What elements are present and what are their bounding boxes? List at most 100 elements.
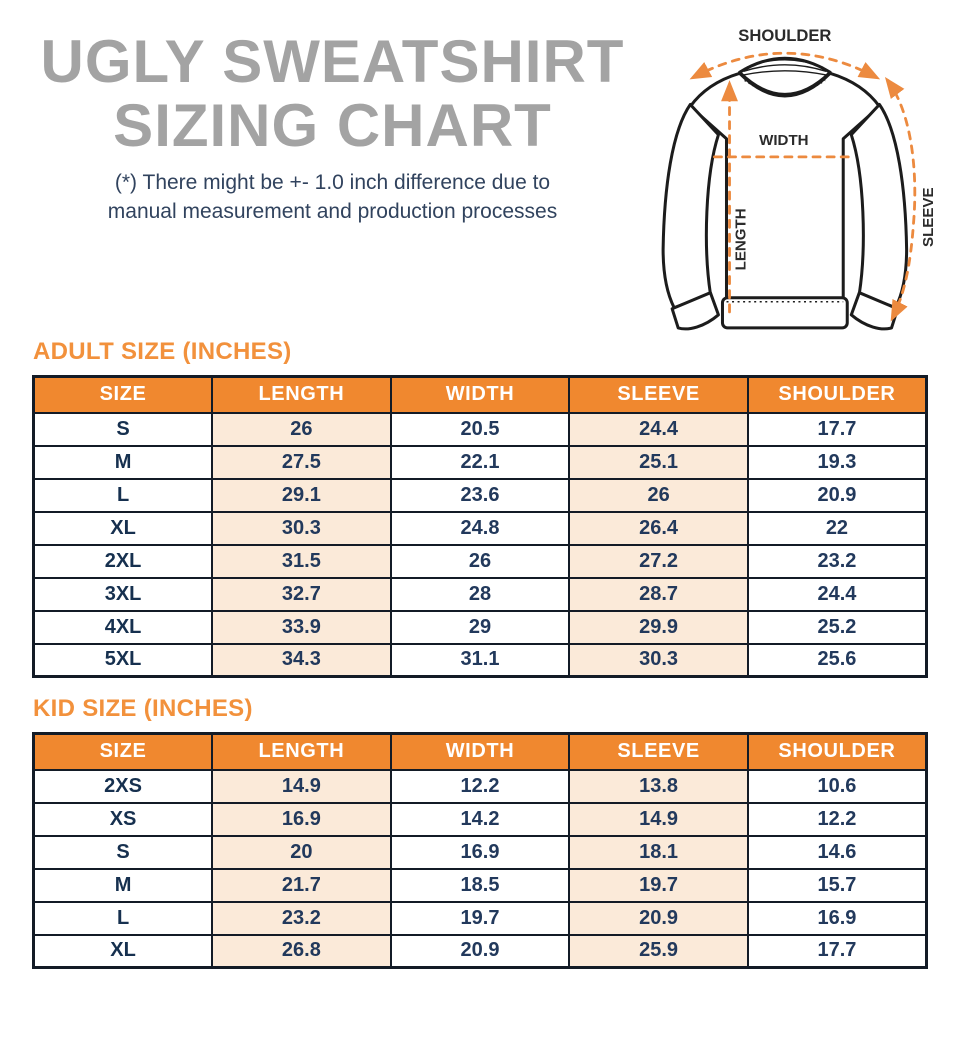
size-cell: L — [32, 477, 214, 513]
kid-size-heading: KID SIZE (INCHES) — [33, 695, 253, 722]
size-cell: 5XL — [32, 642, 214, 678]
measurement-cell: 14.2 — [389, 801, 571, 837]
measurement-cell: 33.9 — [211, 609, 392, 645]
table-row: 2XL 31.5 26 27.2 23.2 — [32, 543, 928, 579]
measurement-cell: 30.3 — [568, 642, 749, 678]
measurement-cell: 19.7 — [389, 900, 571, 936]
measurement-cell: 26.4 — [568, 510, 749, 546]
table-row: 3XL 32.7 28 28.7 24.4 — [32, 576, 928, 612]
shoulder-label: SHOULDER — [738, 26, 831, 45]
measurement-cell: 24.4 — [568, 411, 749, 447]
adult-table-header: SIZE LENGTH WIDTH SLEEVE SHOULDER — [32, 375, 928, 414]
kid-table-body: 2XS 14.9 12.2 13.8 10.6 XS 16.9 14.2 14.9 12.2 S 20… — [32, 768, 928, 969]
measurement-cell: 19.7 — [568, 867, 749, 903]
measurement-cell: 27.5 — [211, 444, 392, 480]
measurement-cell: 29 — [389, 609, 571, 645]
measurement-cell: 16.9 — [389, 834, 571, 870]
column-header-sleeve: SLEEVE — [568, 375, 749, 414]
kid-size-table: SIZE LENGTH WIDTH SLEEVE SHOULDER 2XS 14.9 12.… — [32, 732, 928, 969]
measurement-cell: 25.1 — [568, 444, 749, 480]
disclaimer-line1: (*) There might be +- 1.0 inch differenc… — [114, 171, 551, 195]
size-cell: XL — [32, 510, 214, 546]
table-row: S 26 20.5 24.4 17.7 — [32, 411, 928, 447]
disclaimer-line2: manual measurement and production proces… — [107, 199, 558, 223]
adult-size-table: SIZE LENGTH WIDTH SLEEVE SHOULDER S 26 20.5 24.… — [32, 375, 928, 678]
column-header-shoulder: SHOULDER — [746, 375, 928, 414]
measurement-cell: 26 — [568, 477, 749, 513]
measurement-cell: 23.2 — [211, 900, 392, 936]
sleeve-label: SLEEVE — [920, 187, 937, 246]
measurement-cell: 14.6 — [746, 834, 928, 870]
kid-table-header: SIZE LENGTH WIDTH SLEEVE SHOULDER — [32, 732, 928, 771]
left-sleeve — [661, 103, 720, 310]
sweatshirt-body — [688, 71, 881, 302]
measurement-cell: 17.7 — [746, 411, 928, 447]
measurement-cell: 20.9 — [389, 933, 571, 969]
width-label: WIDTH — [759, 132, 808, 149]
table-row: 5XL 34.3 31.1 30.3 25.6 — [32, 642, 928, 678]
measurement-cell: 16.9 — [746, 900, 928, 936]
table-row: L 29.1 23.6 26 20.9 — [32, 477, 928, 513]
size-cell: S — [32, 834, 214, 870]
right-sleeve — [849, 103, 909, 310]
measurement-cell: 12.2 — [389, 768, 571, 804]
column-header-length: LENGTH — [211, 732, 392, 771]
title-block: UGLY SWEATSHIRT SIZING CHART (*) There m… — [0, 30, 665, 226]
disclaimer-text: (*) There might be +- 1.0 inch differenc… — [0, 169, 665, 226]
page-title-line1: UGLY SWEATSHIRT — [40, 28, 625, 95]
measurement-cell: 19.3 — [746, 444, 928, 480]
measurement-cell: 25.6 — [746, 642, 928, 678]
table-row: M 27.5 22.1 25.1 19.3 — [32, 444, 928, 480]
measurement-cell: 13.8 — [568, 768, 749, 804]
measurement-cell: 28.7 — [568, 576, 749, 612]
adult-size-section: ADULT SIZE (INCHES) SIZE LENGTH WIDTH SLEEV… — [32, 338, 928, 678]
measurement-cell: 31.1 — [389, 642, 571, 678]
waistband — [720, 296, 849, 330]
sleeve-measure-line — [884, 76, 917, 322]
size-cell: XL — [32, 933, 214, 969]
column-header-width: WIDTH — [389, 732, 571, 771]
size-cell: S — [32, 411, 214, 447]
length-label: LENGTH — [733, 208, 750, 270]
left-cuff — [670, 291, 720, 331]
measurement-cell: 18.1 — [568, 834, 749, 870]
column-header-sleeve: SLEEVE — [568, 732, 749, 771]
table-row: S 20 16.9 18.1 14.6 — [32, 834, 928, 870]
measurement-cell: 25.2 — [746, 609, 928, 645]
table-row: XL 26.8 20.9 25.9 17.7 — [32, 933, 928, 969]
measurement-cell: 31.5 — [211, 543, 392, 579]
measurement-cell: 14.9 — [568, 801, 749, 837]
sweatshirt-illustration: SHOULDER WIDTH LENGTH SLEEVE — [661, 26, 937, 331]
measurement-cell: 24.4 — [746, 576, 928, 612]
size-cell: 2XL — [32, 543, 214, 579]
size-cell: L — [32, 900, 214, 936]
measurement-cell: 28 — [389, 576, 571, 612]
measurement-cell: 29.1 — [211, 477, 392, 513]
page-title-line2: SIZING CHART — [113, 91, 552, 159]
measurement-cell: 16.9 — [211, 801, 392, 837]
measurement-cell: 34.3 — [211, 642, 392, 678]
measurement-cell: 20.9 — [746, 477, 928, 513]
measurement-cell: 22 — [746, 510, 928, 546]
size-cell: XS — [32, 801, 214, 837]
measurement-cell: 29.9 — [568, 609, 749, 645]
adult-size-heading: ADULT SIZE (INCHES) — [33, 338, 292, 365]
measurement-cell: 23.2 — [746, 543, 928, 579]
measurement-cell: 15.7 — [746, 867, 928, 903]
table-row: M 21.7 18.5 19.7 15.7 — [32, 867, 928, 903]
measurement-cell: 14.9 — [211, 768, 392, 804]
table-row: 2XS 14.9 12.2 13.8 10.6 — [32, 768, 928, 804]
measurement-cell: 17.7 — [746, 933, 928, 969]
measurement-cell: 26 — [211, 411, 392, 447]
sweatshirt-diagram: SHOULDER WIDTH LENGTH SLEEVE — [656, 20, 958, 342]
kid-size-section: KID SIZE (INCHES) SIZE LENGTH WIDTH SLEEVE S… — [32, 695, 928, 969]
table-row: XS 16.9 14.2 14.9 12.2 — [32, 801, 928, 837]
adult-table-body: S 26 20.5 24.4 17.7 M 27.5 22.1 25.1 19.3 L 29.1 23.… — [32, 411, 928, 678]
header-section: UGLY SWEATSHIRT SIZING CHART (*) There m… — [0, 0, 960, 338]
size-cell: 3XL — [32, 576, 214, 612]
table-row: XL 30.3 24.8 26.4 22 — [32, 510, 928, 546]
column-header-length: LENGTH — [211, 375, 392, 414]
table-row: 4XL 33.9 29 29.9 25.2 — [32, 609, 928, 645]
measurement-cell: 27.2 — [568, 543, 749, 579]
